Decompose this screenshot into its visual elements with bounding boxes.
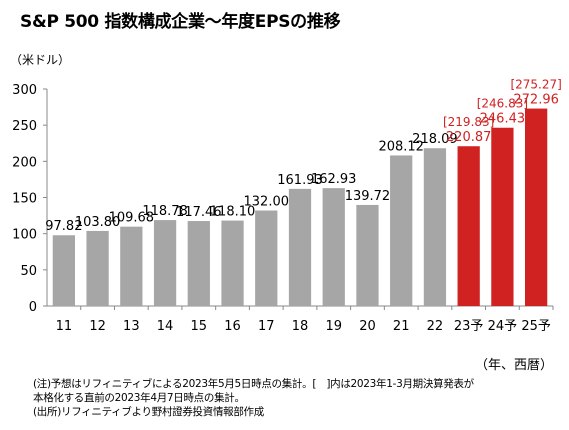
x-tick-label: 21	[393, 319, 410, 334]
actual-bar	[187, 221, 210, 306]
x-tick-label: 20	[359, 319, 376, 334]
y-tick-label: 300	[12, 83, 37, 98]
data-label: 139.72	[345, 189, 391, 204]
data-label: 118.10	[210, 205, 256, 220]
footnote-line: 本格化する直前の2023年4月7日時点の集計。	[33, 392, 245, 404]
x-tick-label: 19	[325, 319, 342, 334]
actual-bar	[288, 188, 312, 306]
footnote-line: (出所)リフィニティブより野村證券投資情報部作成	[33, 406, 264, 418]
x-tick-label: 11	[56, 319, 73, 334]
actual-bar	[322, 188, 345, 306]
forecast-bar	[491, 127, 514, 307]
x-tick-label: 24予	[488, 319, 518, 334]
x-tick-label: 12	[89, 319, 106, 334]
data-label: 118.78	[142, 204, 188, 219]
data-label: 162.93	[311, 172, 357, 187]
actual-bar	[255, 210, 278, 306]
data-label: 218.09	[412, 132, 458, 147]
x-tick-label: 15	[191, 319, 208, 334]
x-tick-label: 17	[258, 319, 275, 334]
y-tick-label: 250	[12, 119, 37, 134]
data-label: 109.68	[109, 211, 155, 226]
data-label: 117.46	[176, 205, 222, 220]
forecast-bar	[457, 146, 480, 306]
data-label: 220.87	[446, 130, 492, 145]
actual-bar	[120, 226, 143, 306]
y-tick-label: 50	[20, 264, 37, 279]
y-tick-label: 200	[12, 155, 37, 170]
footnotes: (注)予想はリフィニティブによる2023年5月5日時点の集計。[ ]内は2023…	[33, 377, 474, 419]
x-tick-label: 16	[224, 319, 241, 334]
actual-bar	[52, 235, 75, 306]
actual-bar	[390, 155, 413, 306]
prior-estimate-label: [219.83]	[443, 115, 494, 129]
chart-title: S&P 500 指数構成企業～年度EPSの推移	[20, 12, 341, 32]
x-axis-label: （年、西暦）	[475, 358, 553, 373]
actual-bar	[86, 230, 109, 306]
actual-bar	[356, 204, 379, 306]
y-tick-label: 0	[29, 300, 37, 315]
data-label: 208.12	[378, 139, 424, 154]
actual-bar	[153, 220, 177, 306]
x-tick-label: 14	[157, 319, 174, 334]
x-tick-label: 22	[427, 319, 444, 334]
x-tick-label: 13	[123, 319, 140, 334]
data-label: 103.80	[75, 215, 121, 230]
prior-estimate-label: [275.27]	[510, 78, 561, 92]
data-label: 161.93	[277, 173, 323, 188]
y-tick-label: 100	[12, 228, 37, 243]
actual-bar	[423, 148, 447, 306]
actual-bar	[221, 220, 244, 306]
data-label: 97.82	[45, 219, 82, 234]
data-label: 246.43	[480, 112, 526, 127]
x-tick-label: 25予	[521, 319, 551, 334]
y-axis-label: （米ドル）	[10, 53, 70, 67]
data-label: 132.00	[244, 195, 290, 210]
data-label: 272.96	[513, 93, 559, 108]
y-tick-label: 150	[12, 192, 37, 207]
prior-estimate-label: [246.83]	[477, 97, 528, 111]
forecast-bar	[525, 108, 548, 307]
footnote-line: (注)予想はリフィニティブによる2023年5月5日時点の集計。[ ]内は2023…	[33, 378, 474, 390]
x-tick-label: 23予	[454, 319, 484, 334]
x-tick-label: 18	[292, 319, 309, 334]
